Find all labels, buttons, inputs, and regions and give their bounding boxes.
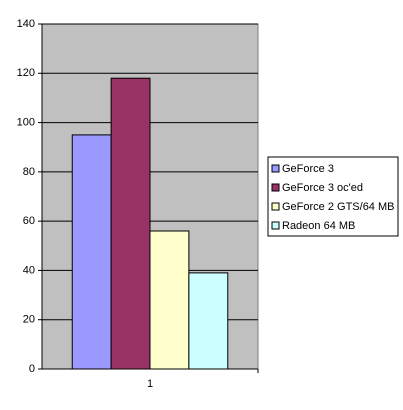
bar	[188, 272, 229, 370]
legend-label: GeForce 3 oc'ed	[282, 182, 363, 194]
legend-label: GeForce 2 GTS/64 MB	[282, 201, 394, 213]
y-tick-label: 0	[29, 363, 35, 375]
y-tick-label: 20	[23, 314, 35, 326]
bar	[110, 77, 151, 370]
y-tick-label: 40	[23, 264, 35, 276]
y-tick-label: 80	[23, 166, 35, 178]
y-tick-label: 120	[17, 67, 35, 79]
legend-label: Radeon 64 MB	[282, 220, 355, 232]
legend-swatch	[271, 183, 280, 192]
y-tick-label: 140	[17, 18, 35, 30]
legend-swatch	[271, 221, 280, 230]
legend-label: GeForce 3	[282, 163, 334, 175]
legend-swatch	[271, 202, 280, 211]
legend-swatch	[271, 164, 280, 173]
y-tick-label: 100	[17, 116, 35, 128]
bar	[149, 230, 190, 370]
legend-box	[267, 156, 399, 237]
y-tick-label: 60	[23, 215, 35, 227]
x-tick-label: 1	[147, 378, 153, 390]
bar	[71, 134, 112, 370]
